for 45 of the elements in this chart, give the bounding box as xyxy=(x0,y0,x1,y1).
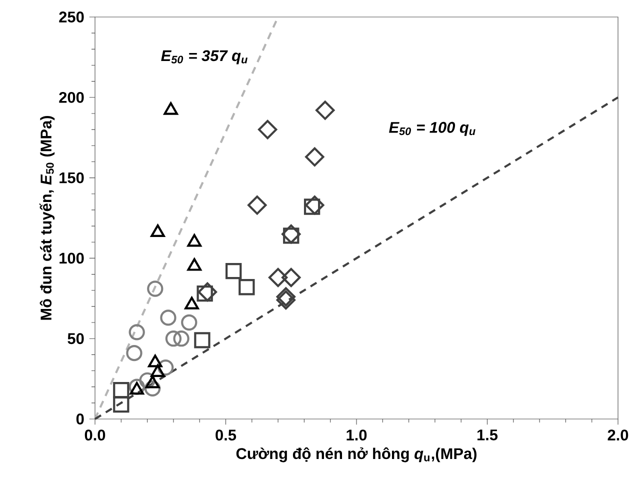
x-tick-label: 1.5 xyxy=(477,430,498,440)
point xyxy=(282,268,301,288)
point xyxy=(196,285,213,302)
x-tick-label: 2.0 xyxy=(608,430,628,441)
point xyxy=(305,147,324,166)
point xyxy=(198,282,218,302)
point xyxy=(113,396,130,413)
point xyxy=(268,268,288,288)
x-tick-label: 0.5 xyxy=(216,430,236,441)
x-tick-label: 0.0 xyxy=(84,430,106,441)
point xyxy=(128,378,145,395)
y-tick-label: 150 xyxy=(60,172,84,184)
point xyxy=(173,330,190,347)
point xyxy=(258,120,278,140)
point xyxy=(276,290,296,310)
point xyxy=(238,279,255,296)
series-label: E$_{50}$ = 357 q$_{u}$ xyxy=(161,50,248,64)
point xyxy=(126,344,142,362)
x-tick-label: 1.0 xyxy=(346,430,367,441)
point xyxy=(283,228,300,244)
y-tick-label: 200 xyxy=(59,92,84,103)
y-axis-title: Mô đun cát tuyến, E$_{50}$ (MPa) xyxy=(39,116,55,320)
point xyxy=(147,280,164,297)
point xyxy=(160,310,176,326)
y-tick-label: 50 xyxy=(68,333,84,344)
point xyxy=(165,330,182,347)
point xyxy=(304,198,320,215)
point xyxy=(248,196,267,215)
point xyxy=(181,314,198,331)
point xyxy=(139,372,156,388)
y-tick-label: 250 xyxy=(59,12,84,22)
point xyxy=(316,100,335,120)
point xyxy=(282,224,301,244)
point xyxy=(158,359,174,376)
point xyxy=(128,324,145,340)
y-tick-label: 100 xyxy=(60,252,84,264)
y-tick-label: 0 xyxy=(76,414,84,424)
text: E$_{50}$ = 100 q$_{u}$ xyxy=(389,122,476,136)
point xyxy=(305,196,324,215)
point xyxy=(226,262,242,280)
point xyxy=(194,332,210,348)
point xyxy=(113,382,130,398)
point xyxy=(144,380,161,397)
x-axis-title: Cường độ nén nở hông q$_{u}$,(MPa) xyxy=(236,447,476,462)
point xyxy=(276,287,296,306)
